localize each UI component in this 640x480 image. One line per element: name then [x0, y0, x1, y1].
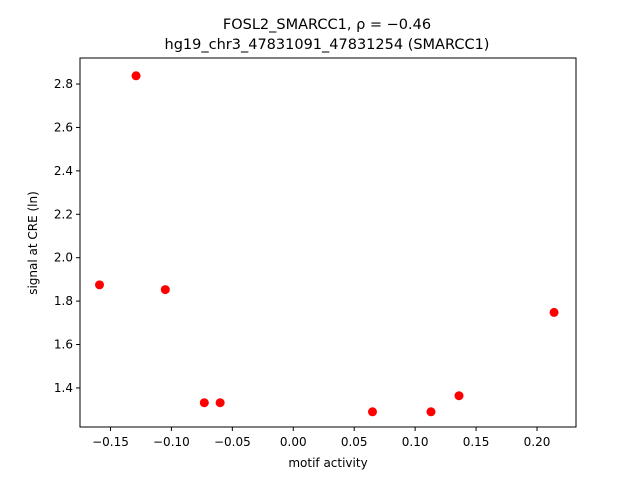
x-tick-label: 0.20 — [524, 435, 551, 449]
chart-title-line-2: hg19_chr3_47831091_47831254 (SMARCC1) — [165, 37, 490, 53]
data-point — [549, 307, 559, 317]
y-tick-label: 1.6 — [54, 338, 73, 352]
x-tick-label: −0.05 — [214, 435, 251, 449]
title-line1-text: FOSL2_SMARCC1, ρ = −0.46 — [223, 17, 431, 33]
data-point — [367, 407, 377, 417]
plot-frame — [79, 57, 577, 428]
x-axis-ticks: −0.15 −0.10 −0.05 0.00 0.05 0.10 0.15 0.20 — [92, 427, 550, 449]
y-tick-label: 2.4 — [54, 164, 73, 178]
chart-title-line-1: FOSL2_SMARCC1, ρ = −0.46 — [223, 17, 431, 33]
x-tick-label: −0.15 — [92, 435, 129, 449]
data-point — [94, 280, 104, 290]
y-tick-label: 2.2 — [54, 207, 73, 221]
x-tick-label: −0.10 — [153, 435, 190, 449]
data-points — [94, 71, 559, 417]
y-tick-label: 2.8 — [54, 77, 73, 91]
y-axis-label-main: signal at CRE (ln) — [26, 191, 40, 295]
data-point — [215, 398, 225, 408]
data-point — [160, 285, 170, 295]
x-tick-label: 0.10 — [402, 435, 429, 449]
data-point — [454, 391, 464, 401]
x-tick-label: 0.00 — [280, 435, 307, 449]
y-tick-label: 2.6 — [54, 120, 73, 134]
y-axis-ticks: 1.4 1.6 1.8 2.0 2.2 2.4 2.6 2.8 — [54, 77, 80, 395]
data-point — [199, 398, 209, 408]
x-axis-label: motif activity — [288, 456, 367, 470]
y-tick-label: 2.0 — [54, 251, 73, 265]
x-tick-label: 0.05 — [341, 435, 368, 449]
y-axis-label: signal at CRE (ln) — [26, 191, 40, 295]
data-point — [426, 407, 436, 417]
y-tick-label: 1.8 — [54, 294, 73, 308]
data-point — [131, 71, 141, 81]
y-tick-label: 1.4 — [54, 381, 73, 395]
x-tick-label: 0.15 — [463, 435, 490, 449]
